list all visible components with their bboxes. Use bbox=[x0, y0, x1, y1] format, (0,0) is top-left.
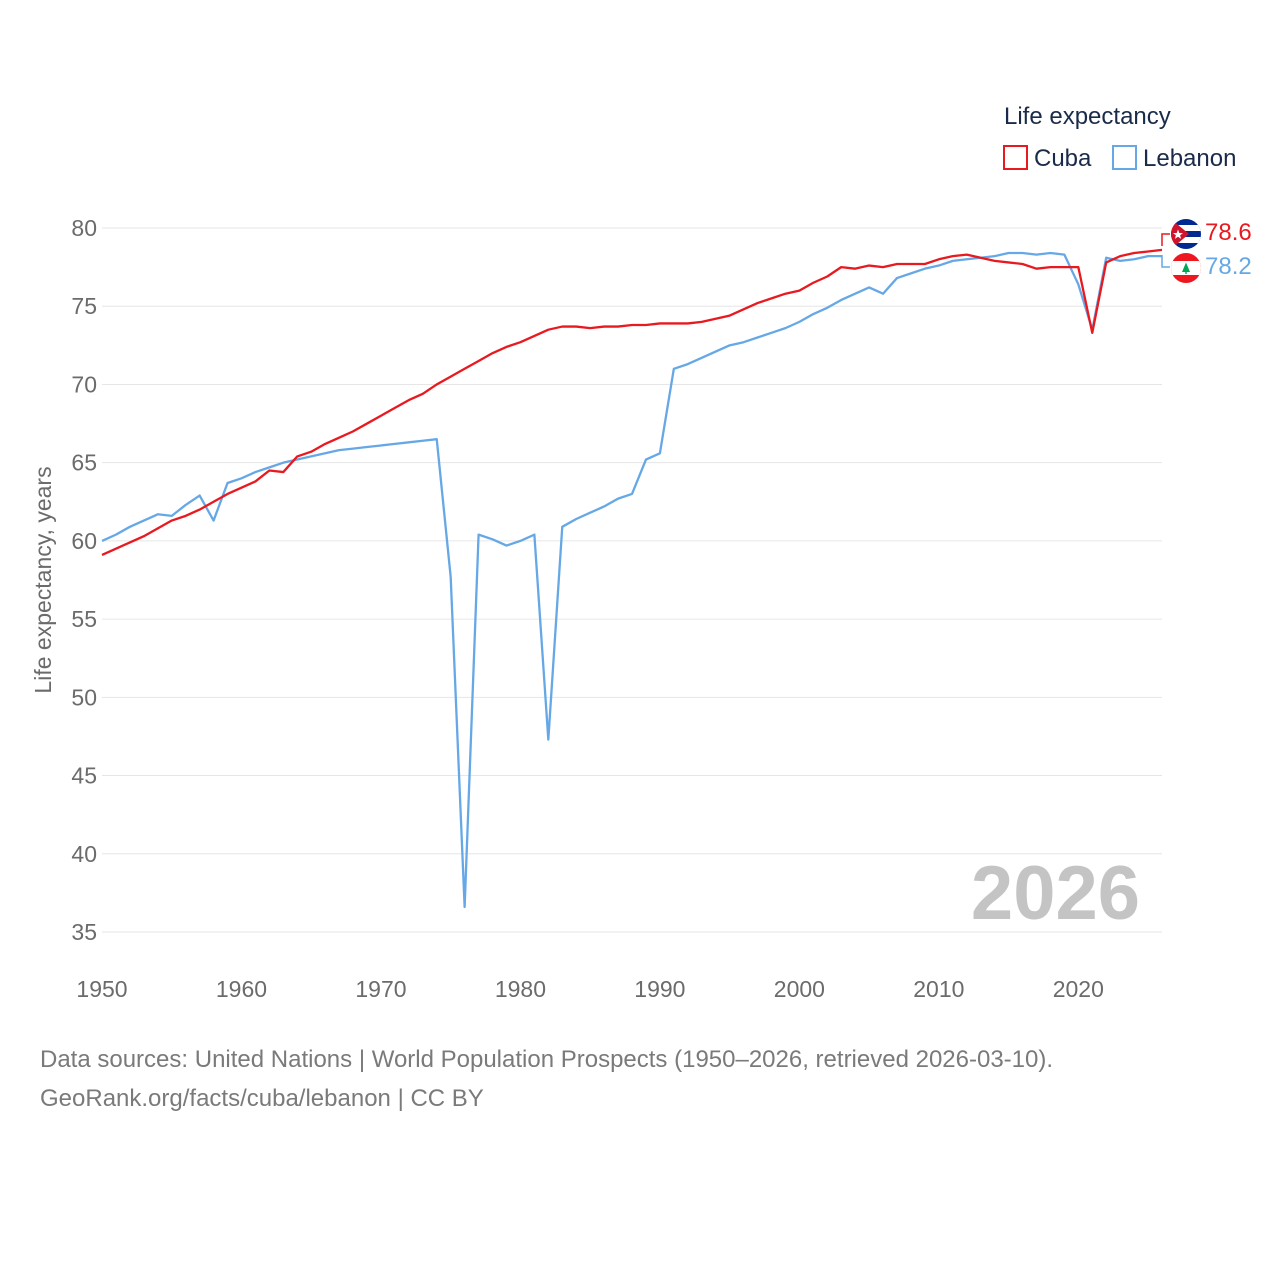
x-tick-label-1960: 1960 bbox=[216, 976, 267, 1002]
year-label: 2026 bbox=[971, 851, 1140, 936]
y-tick-label-65: 65 bbox=[71, 450, 97, 476]
x-tick-label-2000: 2000 bbox=[774, 976, 825, 1002]
connector-cuba bbox=[1161, 233, 1170, 246]
legend-label-cuba: Cuba bbox=[1034, 145, 1092, 172]
y-axis-label: Life expectancy, years bbox=[30, 466, 56, 693]
x-tick-label-2010: 2010 bbox=[913, 976, 964, 1002]
x-tick-label-2020: 2020 bbox=[1053, 976, 1104, 1002]
legend-swatch-cuba bbox=[1003, 145, 1028, 170]
y-axis: 35 40 45 50 55 60 65 70 75 80 bbox=[71, 215, 97, 945]
legend-title: Life expectancy bbox=[1004, 103, 1171, 130]
series-lines bbox=[101, 248, 1163, 909]
x-tick-label-1950: 1950 bbox=[76, 976, 127, 1002]
series-line-lebanon[interactable] bbox=[101, 251, 1162, 909]
footer-attribution[interactable]: GeoRank.org/facts/cuba/lebanon | CC BY bbox=[40, 1085, 484, 1112]
footer-sources: Data sources: United Nations | World Pop… bbox=[40, 1046, 1054, 1073]
y-tick-label-60: 60 bbox=[71, 528, 97, 554]
legend: Life expectancy Cuba Lebanon bbox=[1003, 103, 1236, 172]
connector-lebanon bbox=[1161, 255, 1170, 268]
x-tick-label-1970: 1970 bbox=[355, 976, 406, 1002]
grid-lines bbox=[102, 227, 1162, 933]
series-line-cuba[interactable] bbox=[101, 248, 1163, 557]
y-tick-label-45: 45 bbox=[71, 763, 97, 789]
y-tick-label-35: 35 bbox=[71, 919, 97, 945]
legend-item-cuba[interactable]: Cuba bbox=[1003, 145, 1092, 172]
y-tick-label-80: 80 bbox=[71, 215, 97, 241]
end-value-lebanon: 78.2 bbox=[1205, 253, 1252, 280]
y-tick-label-75: 75 bbox=[71, 293, 97, 319]
end-value-cuba: 78.6 bbox=[1205, 219, 1252, 246]
legend-swatch-lebanon bbox=[1112, 145, 1137, 170]
x-tick-label-1990: 1990 bbox=[634, 976, 685, 1002]
line-chart: 35 40 45 50 55 60 65 70 75 80 1950 1960 1970 1980 199… bbox=[30, 103, 1252, 1002]
legend-label-lebanon: Lebanon bbox=[1143, 145, 1236, 172]
lebanon-flag-icon bbox=[1171, 253, 1201, 283]
y-tick-label-50: 50 bbox=[71, 684, 97, 710]
x-tick-label-1980: 1980 bbox=[495, 976, 546, 1002]
y-tick-label-70: 70 bbox=[71, 371, 97, 397]
x-axis: 1950 1960 1970 1980 1990 2000 2010 2020 bbox=[76, 976, 1103, 1002]
y-tick-label-40: 40 bbox=[71, 841, 97, 867]
y-tick-label-55: 55 bbox=[71, 606, 97, 632]
end-labels: 78.6 78.2 bbox=[1161, 219, 1252, 283]
legend-item-lebanon[interactable]: Lebanon bbox=[1112, 145, 1236, 172]
cuba-flag-icon bbox=[1171, 219, 1201, 249]
